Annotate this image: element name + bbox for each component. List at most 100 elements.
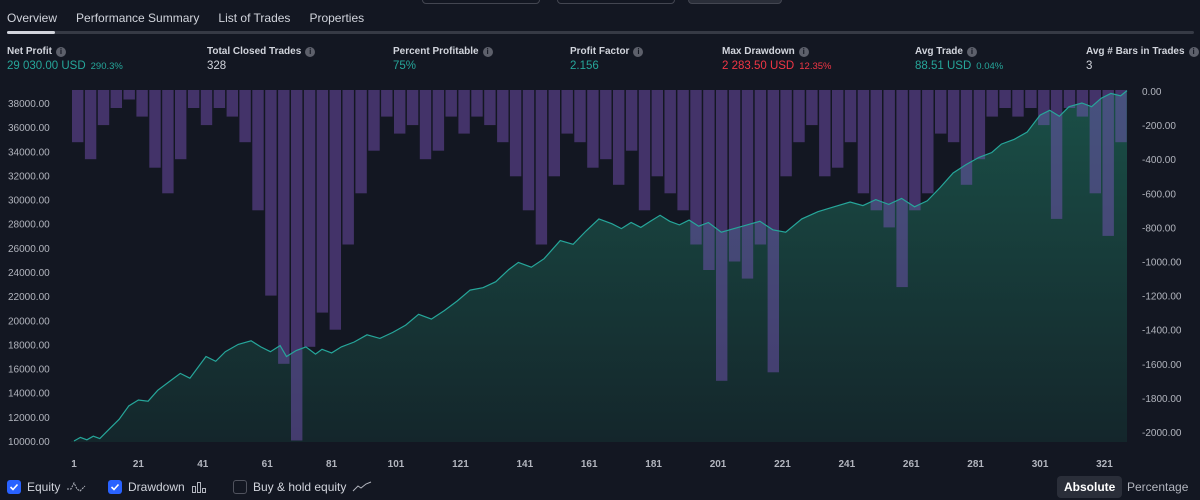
right-tick-label: -800.00	[1142, 223, 1176, 234]
left-tick-label: 12000.00	[8, 413, 50, 424]
drawdown-bar	[625, 90, 638, 151]
drawdown-bar	[574, 90, 586, 143]
drawdown-bar	[84, 90, 97, 160]
stat-value-text: 88.51 USD	[915, 60, 972, 72]
legend-equity[interactable]: Equity	[7, 480, 86, 494]
buy-hold-checkbox[interactable]	[233, 480, 247, 494]
x-tick-label: 261	[903, 459, 920, 470]
drawdown-bar	[664, 90, 676, 194]
x-tick-label: 41	[197, 459, 209, 470]
drawdown-bar	[703, 90, 715, 270]
x-tick-label: 281	[967, 459, 984, 470]
drawdown-bar	[123, 90, 135, 100]
drawdown-bar	[767, 90, 779, 373]
x-tick-label: 81	[326, 459, 338, 470]
drawdown-bar	[651, 90, 663, 177]
x-tick-label: 141	[516, 459, 533, 470]
stat-label: Profit Factor i	[570, 46, 644, 57]
drawdown-bar	[690, 90, 702, 245]
right-tick-label: -1200.00	[1142, 292, 1182, 303]
stat-label-text: Max Drawdown	[722, 46, 795, 57]
drawdown-label: Drawdown	[128, 480, 185, 494]
drawdown-bar	[806, 90, 818, 126]
tab-bar: Overview Performance Summary List of Tra…	[0, 8, 376, 32]
left-tick-label: 18000.00	[8, 340, 50, 351]
stat-value-text: 2.156	[570, 60, 599, 72]
stat-label-text: Net Profit	[7, 46, 52, 57]
stat-label: Total Closed Trades i	[207, 46, 316, 57]
x-tick-label: 21	[133, 459, 145, 470]
drawdown-bar	[432, 90, 445, 151]
x-tick-label: 321	[1096, 459, 1113, 470]
drawdown-bar	[252, 90, 264, 211]
stat-label: Net Profit i	[7, 46, 123, 57]
drawdown-bar	[1012, 90, 1024, 117]
drawdown-bar	[832, 90, 844, 168]
drawdown-bar	[329, 90, 341, 330]
right-tick-label: -400.00	[1142, 155, 1176, 166]
drawdown-bar	[97, 90, 110, 126]
right-tick-label: -200.00	[1142, 121, 1176, 132]
equity-checkbox[interactable]	[7, 480, 21, 494]
drawdown-bar	[484, 90, 496, 126]
drawdown-bar	[1063, 90, 1076, 108]
right-axis: 0.00 -200.00 -400.00 -600.00 -800.00 -1000.00…	[1142, 87, 1182, 439]
left-tick-label: 30000.00	[8, 196, 50, 207]
x-tick-label: 1	[71, 459, 77, 470]
drawdown-bar	[419, 90, 432, 160]
stat-value: 3	[1086, 60, 1199, 72]
drawdown-bar	[458, 90, 470, 134]
check-icon	[110, 483, 120, 491]
drawdown-bar	[600, 90, 612, 160]
tab-performance-summary[interactable]: Performance Summary	[76, 11, 200, 25]
drawdown-bar	[844, 90, 857, 143]
tab-overview[interactable]: Overview	[7, 11, 58, 25]
percentage-button[interactable]: Percentage	[1127, 480, 1189, 494]
drawdown-bars	[72, 90, 1127, 441]
drawdown-bar	[368, 90, 380, 151]
drawdown-bar	[1089, 90, 1101, 194]
info-icon[interactable]: i	[56, 46, 66, 57]
drawdown-checkbox[interactable]	[108, 480, 122, 494]
info-icon[interactable]: i	[633, 46, 644, 57]
info-icon[interactable]: i	[305, 46, 316, 57]
equity-line-icon	[67, 481, 86, 492]
drawdown-bar	[522, 90, 535, 211]
x-axis: 1 21 41 61 81 101 121 141 161 181 201 221 241 261 281 3…	[71, 459, 1113, 470]
stat-total-closed-trades: Total Closed Trades i 328	[207, 46, 316, 72]
right-tick-label: -1800.00	[1142, 394, 1182, 405]
drawdown-bar	[1038, 90, 1050, 126]
drawdown-bar	[213, 90, 226, 108]
stat-value: 75%	[393, 60, 493, 72]
absolute-button[interactable]: Absolute	[1057, 476, 1123, 498]
drawdown-bar	[303, 90, 316, 347]
check-icon	[9, 483, 19, 491]
drawdown-bar	[381, 90, 393, 117]
legend-buy-hold[interactable]: Buy & hold equity	[233, 480, 372, 494]
info-icon[interactable]: i	[966, 46, 977, 57]
tab-list-of-trades[interactable]: List of Trades	[218, 11, 291, 25]
left-tick-label: 34000.00	[8, 147, 50, 158]
stat-profit-factor: Profit Factor i 2.156	[570, 46, 644, 72]
info-icon[interactable]: i	[798, 46, 809, 57]
info-icon[interactable]: i	[1188, 46, 1199, 57]
drawdown-bar	[1102, 90, 1114, 236]
left-tick-label: 16000.00	[8, 365, 50, 376]
drawdown-bar	[509, 90, 522, 177]
stat-avg-bars-in-trades: Avg # Bars in Trades i 3	[1086, 46, 1199, 72]
drawdown-bar	[947, 90, 960, 143]
drawdown-bar	[200, 90, 213, 126]
drawdown-bar	[960, 90, 973, 185]
right-tick-label: -1400.00	[1142, 326, 1182, 337]
stat-sub-value: 0.04%	[976, 61, 1004, 72]
left-tick-label: 24000.00	[8, 268, 50, 279]
x-tick-label: 241	[839, 459, 856, 470]
legend-drawdown[interactable]: Drawdown	[108, 480, 209, 494]
stat-label-text: Avg # Bars in Trades	[1086, 46, 1185, 57]
stat-value-text: 328	[207, 60, 227, 72]
stat-label: Percent Profitable i	[393, 46, 493, 57]
tab-properties[interactable]: Properties	[309, 11, 365, 25]
left-tick-label: 32000.00	[8, 171, 50, 182]
info-icon[interactable]: i	[482, 46, 493, 57]
drawdown-bar	[548, 90, 560, 177]
